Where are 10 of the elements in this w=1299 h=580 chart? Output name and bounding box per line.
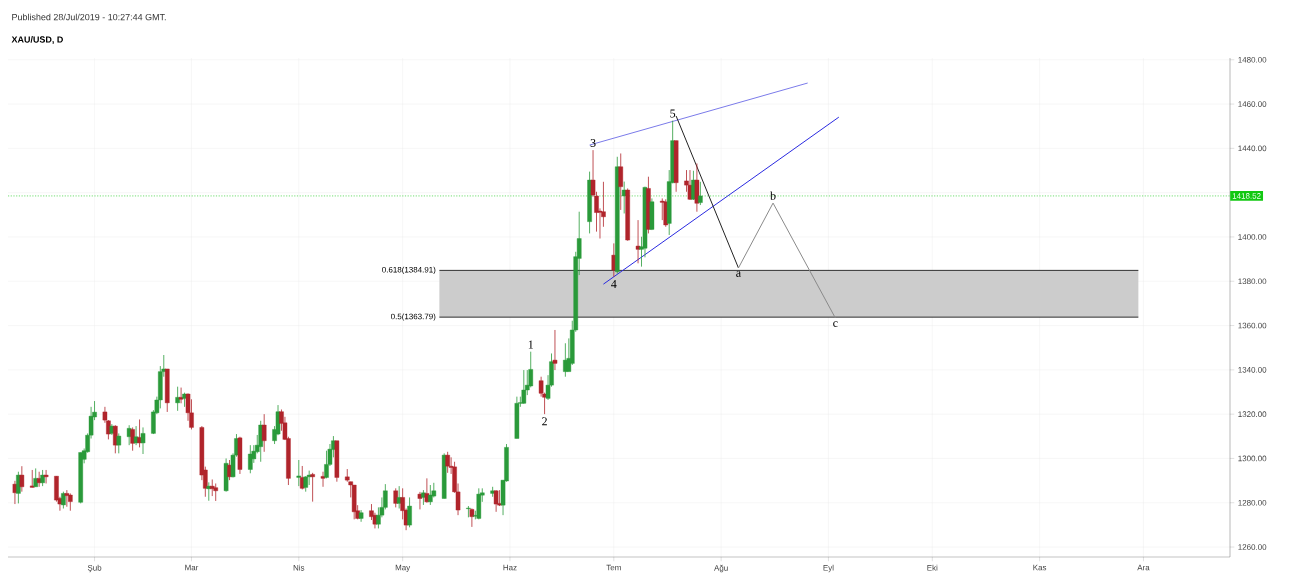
annotation: b <box>770 191 776 200</box>
annotation: 5 <box>670 109 676 118</box>
annotation: 3 <box>590 138 596 147</box>
annotation: 2 <box>542 417 547 426</box>
annotation: 4 <box>611 280 617 288</box>
chart-title: XAU/USD, D <box>11 36 63 44</box>
annotation: 1 <box>528 340 534 349</box>
annotation: a <box>736 271 741 277</box>
annotation: c <box>833 321 838 327</box>
text: Published 28/Jul/2019 - 10:27:44 GMT. <box>12 13 166 21</box>
